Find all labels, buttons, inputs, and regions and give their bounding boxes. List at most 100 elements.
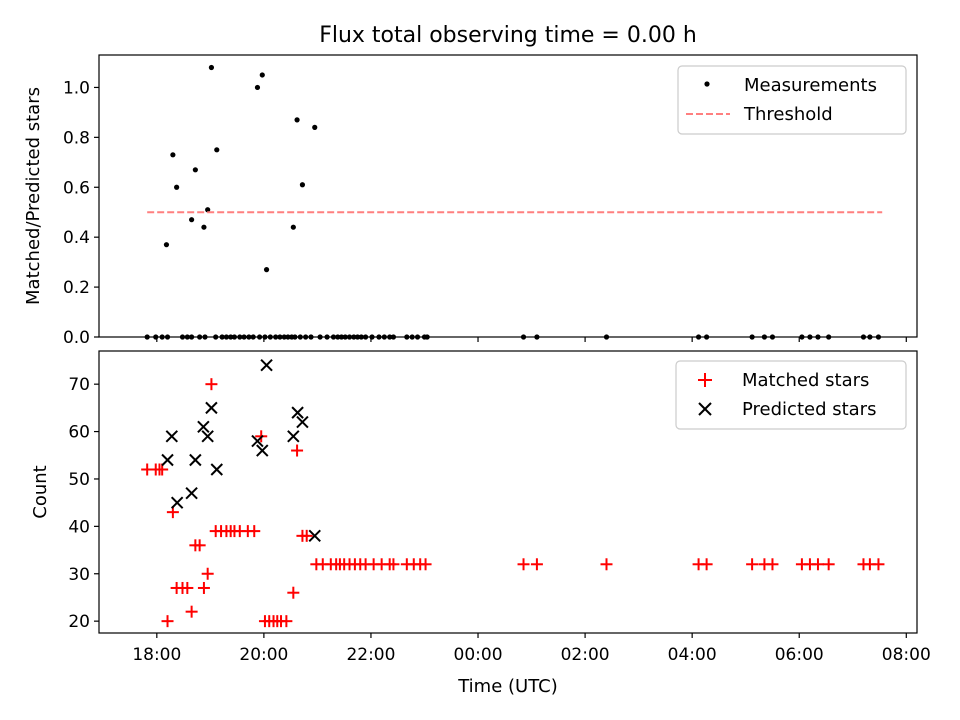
x-tick-label: 00:00 — [454, 645, 503, 665]
measurement-point — [214, 147, 220, 153]
x-stroke-b — [197, 420, 210, 434]
measurement-point — [205, 207, 211, 213]
bottom-axes: 20 30 40 50 60 70 18:00 20:00 22:00 00:00 02:00 04:… — [30, 350, 931, 665]
matched-star-marker — [822, 558, 835, 571]
x-tick-label: 02:00 — [561, 645, 610, 665]
matched-star-marker — [248, 525, 261, 538]
predicted-star-marker — [165, 430, 179, 443]
y-axis-label: Matched/Predicted stars — [23, 87, 44, 305]
predicted-star-marker — [185, 486, 198, 500]
x-stroke-b — [210, 463, 223, 476]
matched-star-marker — [291, 444, 304, 457]
legend-matched-marker — [698, 373, 712, 387]
x-stroke-b — [256, 444, 269, 457]
x-stroke-b — [185, 486, 198, 500]
axes-frame — [98, 350, 918, 634]
x-stroke-b — [201, 430, 214, 443]
x-tick-label: 08:00 — [882, 645, 931, 665]
axes-frame — [98, 54, 918, 338]
x-stroke-b — [308, 529, 321, 543]
matched-star-marker — [193, 539, 206, 552]
y-tick-label: 0.0 — [63, 328, 90, 348]
matched-star-marker — [811, 558, 824, 571]
x-stroke-b — [260, 359, 273, 372]
measurement-point — [201, 224, 207, 230]
x-tick-label: 06:00 — [775, 645, 824, 665]
matched-star-marker — [872, 558, 885, 571]
predicted-star-marker — [170, 496, 184, 509]
measurement-point — [174, 184, 180, 190]
measurement-point — [170, 152, 176, 158]
y-tick-label: 0.8 — [63, 128, 90, 148]
matched-star-marker — [517, 558, 530, 571]
predicted-star-marker — [260, 359, 273, 372]
predicted-star-marker — [189, 453, 202, 467]
predicted-star-marker — [161, 453, 174, 467]
y-tick-label: 0.4 — [63, 228, 90, 248]
measurement-point — [163, 242, 170, 248]
y-tick-label: 0.2 — [63, 278, 90, 298]
x-stroke-b — [251, 434, 264, 448]
matched-star-marker — [181, 581, 194, 594]
measurement-point — [192, 167, 198, 173]
matched-star-marker — [161, 615, 174, 628]
matched-star-marker — [280, 615, 293, 628]
y-tick-label: 20 — [68, 612, 90, 632]
top-axes: 0.0 0.2 0.4 0.6 0.8 1.0 Matched/Predicted star… — [23, 54, 918, 348]
legend-measurements-marker — [704, 81, 710, 87]
matched-star-marker — [746, 558, 759, 571]
predicted-star-marker — [291, 406, 304, 419]
x-axis-label: Time (UTC) — [457, 676, 558, 697]
y-tick-label: 70 — [68, 375, 90, 395]
x-tick-label: 04:00 — [668, 645, 717, 665]
x-stroke-b — [205, 401, 218, 415]
matched-star-marker — [185, 605, 198, 618]
matched-star-marker — [300, 529, 313, 542]
predicted-star-marker — [296, 415, 309, 429]
legend-predicted-label: Predicted stars — [742, 399, 876, 420]
measurement-point — [312, 124, 318, 130]
matched-star-marker — [419, 558, 432, 571]
matched-star-marker — [287, 586, 300, 599]
y-tick-label: 40 — [68, 517, 90, 537]
y-tick-label: 50 — [68, 470, 90, 490]
y-tick-label: 60 — [68, 423, 90, 443]
measurement-point — [263, 267, 270, 273]
x-tick-label: 22:00 — [346, 645, 395, 665]
measurement-point — [290, 224, 296, 230]
x-stroke-b — [189, 453, 202, 467]
legend-predicted-marker — [698, 402, 712, 416]
x-tick-label: 20:00 — [239, 645, 288, 665]
predicted-star-marker — [210, 463, 223, 476]
predicted-star-marker — [201, 430, 214, 443]
x-tick-label: 18:00 — [132, 645, 181, 665]
matched-star-marker — [700, 558, 713, 571]
measurement-point — [299, 182, 306, 188]
matched-star-marker — [600, 558, 613, 571]
matched-star-marker — [766, 558, 779, 571]
matched-star-marker — [530, 558, 543, 571]
predicted-star-marker — [308, 529, 321, 543]
y-tick-label: 1.0 — [63, 78, 90, 98]
predicted-star-marker — [205, 401, 218, 415]
y-axis-label: Count — [30, 465, 51, 518]
legend-matched-label: Matched stars — [742, 370, 869, 391]
measurement-point — [189, 217, 195, 223]
x-stroke-b — [291, 406, 304, 419]
matched-star-marker — [201, 567, 214, 580]
predicted-star-marker — [256, 444, 269, 457]
legend-top: Measurements Threshold — [677, 65, 907, 135]
measurement-point — [208, 64, 215, 71]
x-stroke-b — [161, 453, 174, 467]
x-stroke-b — [296, 415, 309, 429]
y-tick-label: 0.6 — [63, 178, 90, 198]
predicted-star-marker — [287, 430, 300, 443]
matched-star-marker — [387, 558, 400, 571]
predicted-star-marker — [251, 434, 264, 448]
measurement-point — [259, 72, 265, 78]
figure-title: Flux total observing time = 0.00 h — [319, 23, 697, 48]
legend-bottom: Matched stars Predicted stars — [675, 360, 907, 430]
predicted-star-marker — [197, 420, 210, 434]
x-stroke-b — [287, 430, 300, 443]
